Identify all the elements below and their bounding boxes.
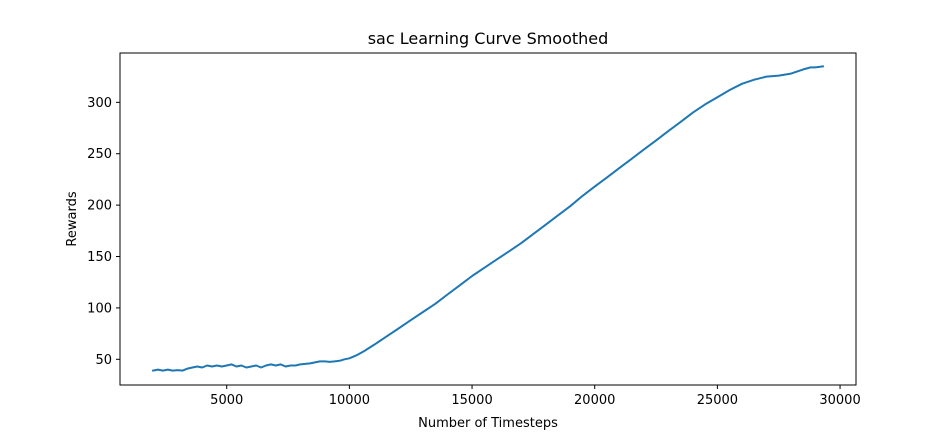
y-tick-label: 50 bbox=[95, 353, 112, 368]
chart-title: sac Learning Curve Smoothed bbox=[368, 29, 609, 48]
x-tick-label: 5000 bbox=[210, 393, 243, 408]
x-tick-label: 25000 bbox=[697, 393, 738, 408]
x-axis-label: Number of Timesteps bbox=[418, 416, 558, 431]
series-layer bbox=[151, 65, 825, 372]
y-tick-label: 100 bbox=[87, 301, 112, 316]
x-tick-label: 10000 bbox=[329, 393, 370, 408]
y-tick-label: 250 bbox=[87, 147, 112, 162]
x-tick-label: 20000 bbox=[574, 393, 615, 408]
ticks-layer: 5000 10000 15000 20000 25000 30000 50 100 150 200… bbox=[87, 96, 861, 408]
y-tick-label: 300 bbox=[87, 96, 112, 111]
y-tick-label: 200 bbox=[87, 199, 112, 214]
plot-area-frame bbox=[119, 52, 857, 386]
y-axis-label: Rewards bbox=[65, 191, 80, 246]
reward-series-line bbox=[151, 65, 825, 372]
y-tick-label: 150 bbox=[87, 250, 112, 265]
x-tick-label: 30000 bbox=[819, 393, 860, 408]
x-tick-label: 15000 bbox=[451, 393, 492, 408]
